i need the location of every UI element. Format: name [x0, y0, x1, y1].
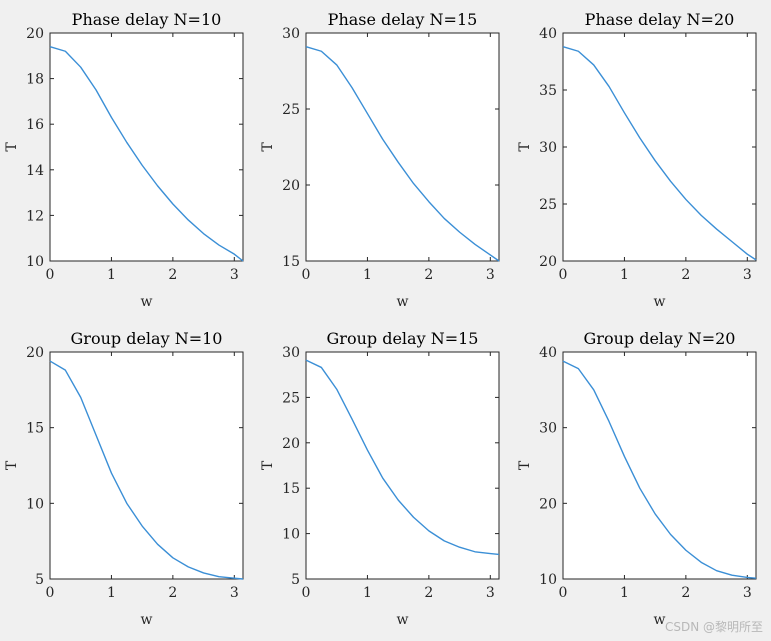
subplot-5-xtick-label: 0: [302, 585, 311, 601]
subplot-6-series-line-1: [562, 360, 757, 579]
subplot-3-title: Phase delay N=20: [585, 10, 735, 29]
subplot-1-xtick-label: 2: [168, 267, 177, 283]
subplot-4-ytick-label: 5: [35, 572, 44, 588]
subplot-3-axes-box: [562, 32, 757, 262]
subplot-4-xtick-label: 2: [168, 585, 177, 601]
subplot-6-xtick-label: 1: [620, 585, 629, 601]
subplot-1-ytick-label: 20: [26, 26, 44, 42]
subplot-1-ytick-label: 10: [26, 254, 44, 270]
subplot-1-series-line-1: [49, 46, 244, 262]
subplot-5-xtick-label: 1: [363, 585, 372, 601]
subplot-5-xtick-label: 2: [424, 585, 433, 601]
subplot-2-ylabel: T: [260, 142, 276, 152]
subplot-2-xtick-label: 3: [486, 267, 495, 283]
subplot-6-ytick-label: 20: [539, 496, 557, 512]
subplot-6-ytick-label: 10: [539, 572, 557, 588]
subplot-1-ytick-label: 12: [26, 208, 44, 224]
subplot-1-ytick-label: 16: [26, 117, 44, 133]
subplot-2-ytick-label: 20: [282, 178, 300, 194]
subplot-4-ylabel: T: [4, 460, 20, 470]
subplot-5-title: Group delay N=15: [327, 329, 479, 348]
subplot-3-ytick-label: 30: [539, 140, 557, 156]
subplot-3-xtick-label: 2: [681, 267, 690, 283]
subplot-1-ylabel: T: [4, 142, 20, 152]
subplot-4-ytick-label: 20: [26, 345, 44, 361]
subplot-6-ytick-label: 40: [539, 345, 557, 361]
subplot-1-xtick-label: 0: [46, 267, 55, 283]
subplot-6-title: Group delay N=20: [584, 329, 736, 348]
subplot-4-xlabel: w: [141, 612, 153, 628]
subplot-1-title: Phase delay N=10: [72, 10, 222, 29]
subplot-6-axes-box: [562, 351, 757, 580]
subplot-6-xtick-label: 0: [559, 585, 568, 601]
subplot-4-axes-box: [49, 351, 244, 580]
subplot-2-ytick-label: 25: [282, 102, 300, 118]
subplot-1-xtick-label: 3: [230, 267, 239, 283]
subplot-1-ytick-label: 14: [26, 163, 44, 179]
subplot-5-axes-box: [305, 351, 500, 580]
subplot-4-series-line-1: [49, 360, 244, 580]
subplot-1-axes-box: [49, 32, 244, 262]
subplot-2-axes-box: [305, 32, 500, 262]
subplot-3-ylabel: T: [517, 142, 533, 152]
subplot-5-ytick-label: 25: [282, 390, 300, 406]
subplot-4-title: Group delay N=10: [71, 329, 223, 348]
subplot-3-xtick-label: 3: [743, 267, 752, 283]
subplot-6-ytick-label: 30: [539, 421, 557, 437]
subplot-4-ytick-label: 10: [26, 496, 44, 512]
watermark: CSDN @黎明所至: [664, 620, 763, 634]
subplot-6-xtick-label: 2: [681, 585, 690, 601]
subplot-1-xtick-label: 1: [107, 267, 116, 283]
subplot-2-xtick-label: 1: [363, 267, 372, 283]
subplot-3-ytick-label: 35: [539, 83, 557, 99]
subplot-3-series-line-1: [562, 46, 757, 261]
subplot-6-xlabel: w: [654, 612, 666, 628]
subplot-6-ylabel: T: [517, 460, 533, 470]
subplot-5-ylabel: T: [260, 460, 276, 470]
subplot-5-ytick-label: 5: [291, 572, 300, 588]
subplot-5-ytick-label: 20: [282, 436, 300, 452]
subplot-5-series-line-1: [305, 359, 500, 556]
subplot-2-xtick-label: 2: [424, 267, 433, 283]
subplot-1-xlabel: w: [141, 294, 153, 310]
subplot-2-ytick-label: 30: [282, 26, 300, 42]
subplot-5-xlabel: w: [397, 612, 409, 628]
subplot-3-xtick-label: 0: [559, 267, 568, 283]
subplot-3-ytick-label: 20: [539, 254, 557, 270]
subplot-4-ytick-label: 15: [26, 421, 44, 437]
subplot-3-ytick-label: 40: [539, 26, 557, 42]
subplot-5-xtick-label: 3: [486, 585, 495, 601]
subplot-5-ytick-label: 15: [282, 481, 300, 497]
subplot-2-xtick-label: 0: [302, 267, 311, 283]
subplot-4-xtick-label: 3: [230, 585, 239, 601]
subplot-2-ytick-label: 15: [282, 254, 300, 270]
subplot-2-title: Phase delay N=15: [328, 10, 478, 29]
subplot-5-ytick-label: 10: [282, 527, 300, 543]
subplot-6-xtick-label: 3: [743, 585, 752, 601]
subplot-3-ytick-label: 25: [539, 197, 557, 213]
subplot-4-xtick-label: 1: [107, 585, 116, 601]
subplot-2-series-line-1: [305, 46, 500, 262]
subplot-5-ytick-label: 30: [282, 345, 300, 361]
subplot-3-xlabel: w: [654, 294, 666, 310]
subplot-4-xtick-label: 0: [46, 585, 55, 601]
subplot-2-xlabel: w: [397, 294, 409, 310]
subplot-1-ytick-label: 18: [26, 72, 44, 88]
subplot-3-xtick-label: 1: [620, 267, 629, 283]
